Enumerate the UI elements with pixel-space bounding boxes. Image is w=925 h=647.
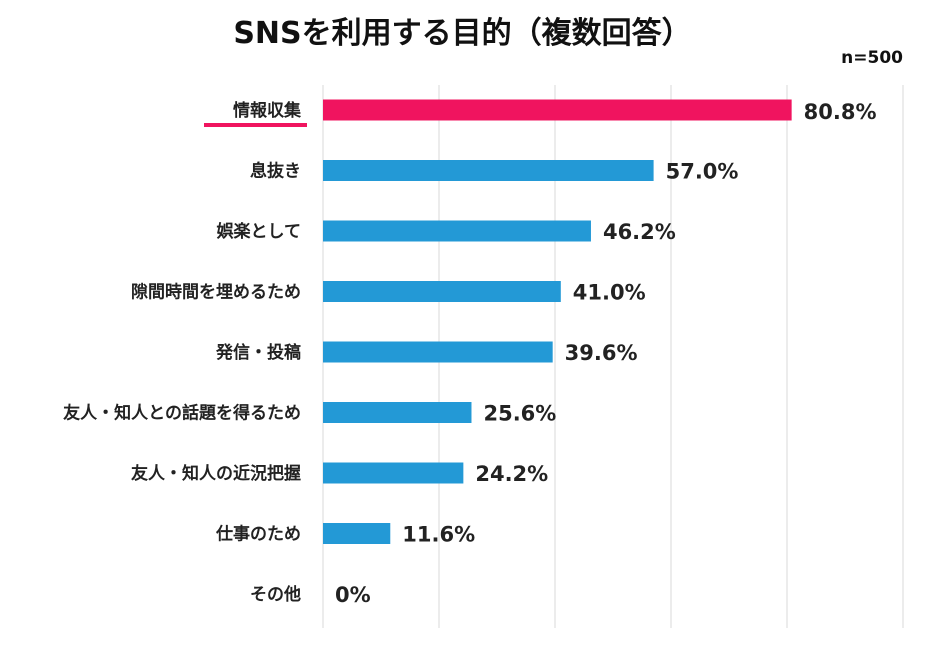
- bar: [323, 160, 654, 181]
- bars: [323, 99, 792, 544]
- value-label: 0%: [335, 583, 371, 607]
- bar: [323, 462, 464, 484]
- value-label: 24.2%: [475, 462, 548, 486]
- category-label: 息抜き: [250, 161, 301, 182]
- value-label: 41.0%: [573, 281, 646, 305]
- value-label: 46.2%: [603, 220, 676, 244]
- category-label: 情報収集: [233, 100, 302, 121]
- labels: 情報収集 80.8% 息抜き 57.0% 娯楽として 46.2% 隙間時間を埋めるため 41.…: [63, 100, 876, 607]
- bar: [323, 341, 553, 363]
- category-label: 仕事のため: [215, 524, 301, 545]
- chart-title: SNSを利用する目的（複数回答）: [233, 16, 692, 51]
- category-label: 娯楽として: [217, 221, 302, 242]
- sample-size-note: n=500: [841, 48, 903, 68]
- value-label: 39.6%: [565, 341, 638, 365]
- category-label: 友人・知人の近況把握: [131, 463, 301, 484]
- category-label: 友人・知人との話題を得るため: [63, 403, 301, 424]
- value-label: 25.6%: [483, 402, 556, 426]
- category-label: その他: [250, 584, 301, 605]
- bar: [323, 220, 591, 242]
- bar: [323, 402, 472, 423]
- highlight-underline: [204, 123, 307, 127]
- category-label: 隙間時間を埋めるため: [131, 282, 301, 303]
- category-label: 発信・投稿: [215, 342, 301, 363]
- bar: [323, 281, 561, 302]
- value-label: 11.6%: [402, 523, 475, 547]
- value-label: 80.8%: [804, 100, 877, 124]
- bar: [323, 99, 792, 121]
- bar: [323, 523, 391, 544]
- value-label: 57.0%: [666, 160, 739, 184]
